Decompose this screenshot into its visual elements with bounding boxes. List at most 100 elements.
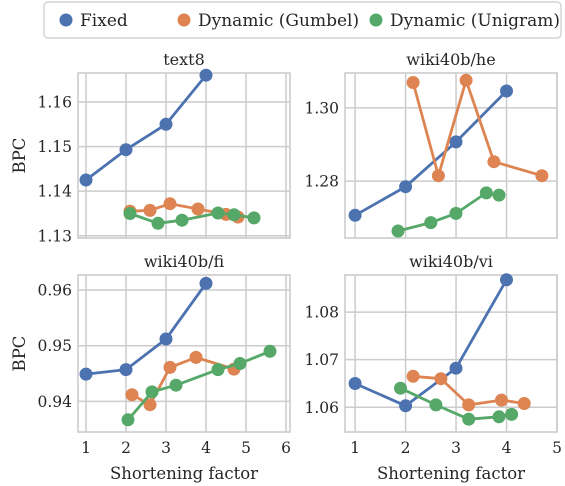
x-tick-label: 5: [552, 439, 562, 457]
data-point: [163, 197, 177, 211]
x-tick-label: 6: [281, 439, 291, 457]
series-dynamic-gumbel: [406, 369, 531, 412]
legend-label-gumbel: Dynamic (Gumbel): [198, 11, 359, 31]
data-point: [143, 398, 157, 412]
data-point: [233, 357, 247, 370]
data-point: [399, 399, 413, 413]
axes-frame: [77, 72, 291, 239]
x-axis-label: Shortening factor: [110, 464, 258, 483]
y-tick-label: 1.28: [304, 173, 339, 191]
data-point: [500, 84, 513, 98]
data-point: [175, 213, 189, 227]
series-line: [353, 89, 508, 217]
axes-frame: [344, 72, 558, 239]
data-point: [119, 363, 133, 377]
data-point: [406, 369, 420, 383]
data-point: [431, 169, 445, 183]
data-point: [479, 186, 493, 200]
data-point: [211, 363, 225, 377]
data-point: [449, 135, 463, 149]
y-tick-label: 1.13: [37, 227, 72, 245]
data-point: [79, 367, 93, 381]
data-point: [145, 385, 159, 399]
data-point: [500, 273, 513, 287]
data-point: [169, 378, 183, 392]
panel-wiki40b-vi: wiki40b/vi 1.06 1.07 1.08 1 2 3 4 5 Shortening fa…: [304, 252, 561, 483]
data-point: [487, 155, 501, 169]
data-point: [163, 360, 177, 374]
data-point: [247, 211, 261, 225]
data-point: [227, 208, 241, 222]
series-fixed: [348, 273, 513, 413]
y-tick-label: 1.08: [304, 304, 339, 322]
data-point: [159, 332, 173, 346]
panel-title: text8: [163, 50, 205, 69]
data-point: [199, 68, 213, 82]
series-dynamic-unigram: [394, 381, 519, 426]
data-point: [125, 388, 139, 402]
legend-marker-gumbel: [177, 13, 191, 27]
y-axis-label: BPC: [10, 336, 29, 372]
subplots: text8 1.13 1.14 1.15 1.16 BPC wiki40b/he 1.28 1.…: [10, 50, 562, 483]
y-tick-label: 1.30: [304, 99, 339, 117]
data-point: [517, 397, 531, 410]
x-axis-label: Shortening factor: [377, 464, 525, 483]
y-tick-label: 0.95: [37, 337, 72, 355]
data-point: [394, 381, 407, 395]
series-dynamic-gumbel: [406, 73, 549, 183]
data-point: [211, 206, 225, 220]
plot-area: [78, 275, 290, 432]
data-point: [429, 398, 443, 412]
data-point: [191, 202, 205, 216]
y-tick-label: 1.16: [37, 93, 72, 111]
y-tick-label: 1.14: [37, 183, 72, 201]
legend-frame: [43, 1, 562, 39]
x-tick-label: 3: [161, 439, 171, 457]
x-tick-label: 3: [451, 439, 461, 457]
data-point: [143, 203, 157, 217]
x-tick-label: 4: [201, 439, 211, 457]
data-point: [495, 393, 508, 407]
x-tick-label: 2: [121, 439, 131, 457]
series-dynamic-unigram: [123, 206, 261, 230]
series-dynamic-unigram: [121, 344, 277, 427]
axes-frame: [77, 274, 291, 433]
panel-wiki40b-fi: wiki40b/fi 0.94 0.95 0.96 1 2 3 4 5 6 BPC Shortenin…: [10, 252, 291, 483]
panel-text8: text8 1.13 1.14 1.15 1.16 BPC: [10, 50, 291, 245]
legend-label-fixed: Fixed: [80, 11, 128, 31]
data-point: [121, 413, 135, 427]
legend-marker-fixed: [59, 13, 73, 27]
data-point: [424, 216, 438, 230]
y-tick-label: 0.96: [37, 282, 72, 300]
panel-title: wiki40b/fi: [144, 252, 225, 271]
y-tick-label: 1.06: [304, 399, 339, 417]
data-point: [399, 180, 413, 194]
data-point: [492, 188, 506, 202]
data-point: [459, 73, 473, 87]
data-point: [505, 407, 519, 421]
y-tick-label: 0.94: [37, 393, 72, 411]
panel-title: wiki40b/he: [406, 50, 495, 69]
series-line: [84, 282, 208, 376]
legend-marker-unigram: [369, 13, 383, 27]
x-tick-label: 4: [502, 439, 512, 457]
data-point: [462, 412, 476, 426]
data-point: [159, 117, 173, 131]
series-fixed: [79, 276, 213, 381]
data-point: [391, 224, 405, 238]
data-point: [189, 350, 203, 364]
x-tick-label: 2: [401, 439, 411, 457]
data-point: [492, 410, 506, 424]
data-point: [449, 206, 463, 220]
data-point: [535, 169, 549, 183]
panel-wiki40b-he: wiki40b/he 1.28 1.30: [304, 50, 558, 239]
data-point: [123, 207, 137, 220]
y-tick-label: 1.07: [304, 351, 339, 369]
data-point: [151, 216, 165, 230]
legend-label-unigram: Dynamic (Unigram): [390, 11, 560, 31]
y-axis-label: BPC: [10, 138, 29, 174]
series-line: [353, 278, 508, 408]
series-fixed: [79, 68, 213, 187]
series-dynamic-unigram: [391, 186, 506, 238]
data-point: [79, 173, 93, 187]
